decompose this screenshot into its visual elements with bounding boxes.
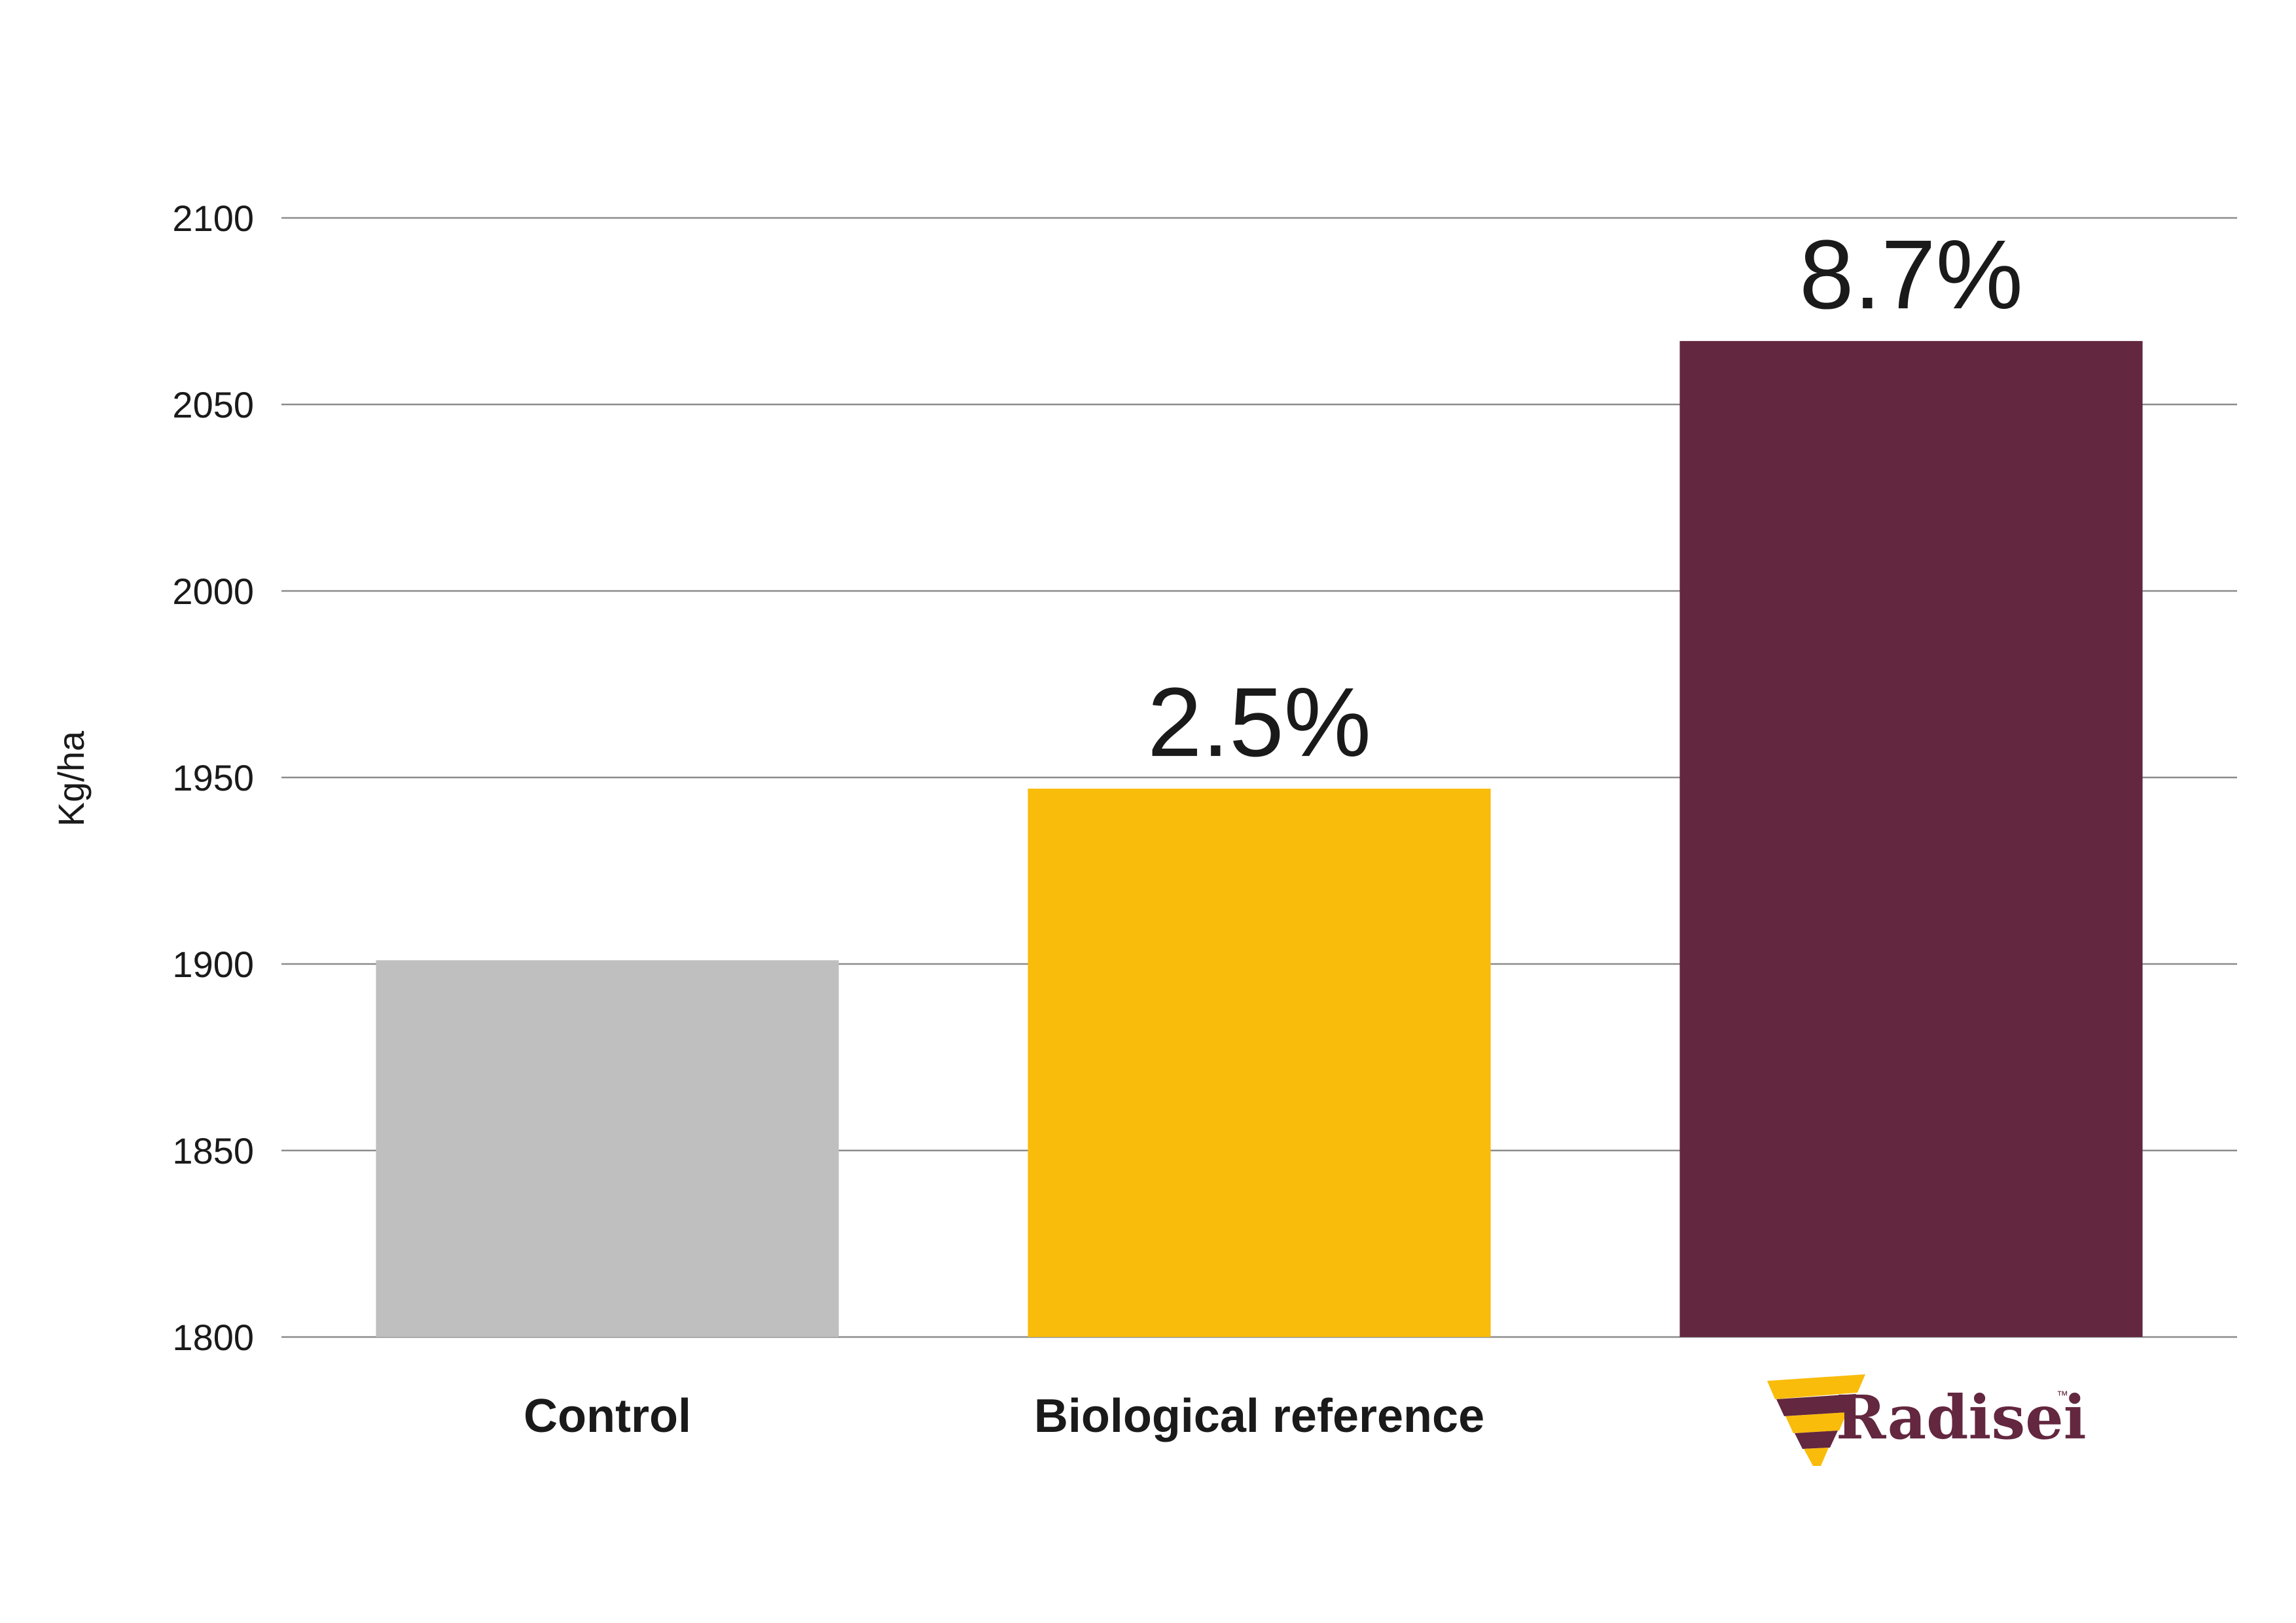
y-tick-label: 1800 [172,1317,254,1358]
data-label-2: 8.7% [1799,219,2023,329]
data-label-1: 2.5% [1147,667,1371,777]
brand-logo: Radisei ™ [1767,1374,2087,1466]
y-tick-label: 2000 [172,571,254,612]
y-tick-label: 1950 [172,757,254,798]
bars [376,341,2143,1337]
bar-2 [1679,341,2143,1337]
bar-0 [376,960,839,1337]
y-tick-label: 1900 [172,944,254,985]
trademark-mark: ™ [2056,1389,2068,1402]
radisei-root-icon [1767,1374,1865,1466]
x-tick-label-1: Biological reference [1034,1390,1484,1442]
y-tick-label: 2100 [172,198,254,239]
y-axis-ticks: 1800 1850 1900 1950 2000 2050 2100 [172,198,254,1358]
x-tick-label-0: Control [524,1390,691,1442]
bar-1 [1028,789,1491,1337]
y-axis-label: Kg/ha [50,730,92,827]
y-tick-label: 1850 [172,1130,254,1171]
y-tick-label: 2050 [172,384,254,425]
category-labels: Control Biological reference [524,1390,1484,1442]
data-labels: 2.5% 8.7% [1147,219,2023,777]
brand-name: Radisei [1836,1382,2087,1453]
